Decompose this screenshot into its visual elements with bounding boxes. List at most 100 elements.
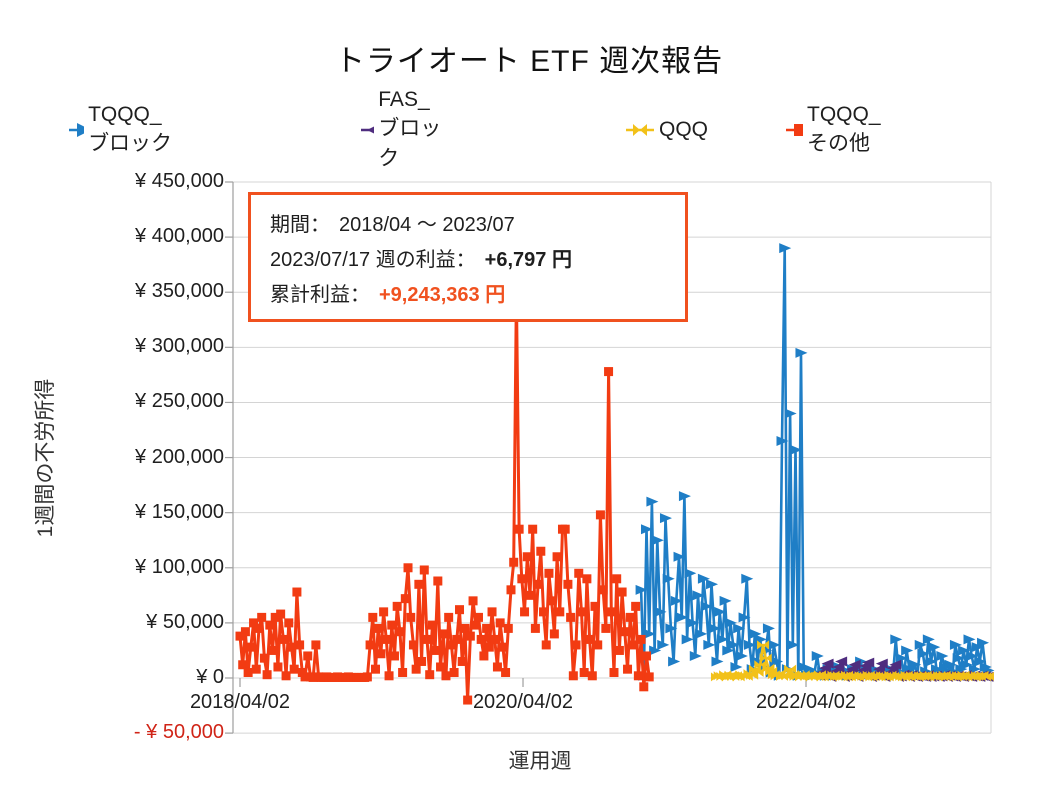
data-point xyxy=(392,601,402,611)
data-point xyxy=(541,640,551,650)
data-point xyxy=(790,444,803,455)
data-point xyxy=(681,634,694,645)
data-point xyxy=(473,612,483,622)
data-point xyxy=(411,664,421,674)
data-point xyxy=(425,670,435,680)
annotation-total-label: 累計利益： xyxy=(270,284,370,306)
data-point xyxy=(522,552,532,562)
data-point xyxy=(268,645,278,655)
data-point xyxy=(687,617,700,628)
data-point xyxy=(292,587,302,597)
legend-label: TQQQ_ その他 xyxy=(807,103,881,155)
data-point xyxy=(509,557,519,567)
data-point xyxy=(695,628,708,639)
data-point xyxy=(490,634,500,644)
data-point xyxy=(254,623,264,633)
data-point xyxy=(457,656,467,666)
data-point xyxy=(958,645,971,656)
y-tick-label: ¥ 250,000 xyxy=(135,390,224,413)
data-point xyxy=(670,595,683,606)
data-point xyxy=(643,628,656,639)
data-point xyxy=(579,667,589,677)
data-point xyxy=(555,607,565,617)
data-point xyxy=(479,651,489,661)
data-point xyxy=(395,627,405,637)
data-point xyxy=(452,634,462,644)
data-point xyxy=(609,667,619,677)
data-point xyxy=(284,618,294,628)
data-point xyxy=(235,631,245,641)
data-point xyxy=(614,645,624,655)
data-point xyxy=(620,627,630,637)
legend-label: TQQQ_ ブロック xyxy=(88,103,173,155)
data-point xyxy=(270,612,280,622)
annotation-week-value: +6,797 円 xyxy=(484,249,572,271)
y-tick-label: ¥ 150,000 xyxy=(135,500,224,523)
data-point xyxy=(875,658,888,669)
data-point xyxy=(635,584,648,595)
annotation-total-line: 累計利益： +9,243,363 円 xyxy=(270,278,685,313)
data-point xyxy=(276,609,286,619)
data-point xyxy=(300,672,310,682)
data-point xyxy=(623,664,633,674)
legend-item-tqqq-sonota: TQQQ_ その他 xyxy=(785,103,893,155)
data-point xyxy=(692,590,705,601)
data-point xyxy=(536,546,546,556)
data-point xyxy=(414,579,424,589)
data-point xyxy=(966,650,979,661)
data-point xyxy=(759,653,772,663)
data-point xyxy=(730,661,743,672)
data-point xyxy=(708,623,721,634)
data-point xyxy=(528,524,538,534)
data-point xyxy=(981,671,994,681)
data-point xyxy=(379,607,389,617)
data-point xyxy=(917,648,930,659)
data-point xyxy=(873,664,886,675)
data-point xyxy=(768,639,781,650)
data-point xyxy=(482,623,492,633)
data-point xyxy=(889,659,902,670)
data-point xyxy=(741,573,754,584)
data-point xyxy=(289,664,299,674)
data-point xyxy=(662,573,675,584)
data-point xyxy=(890,634,903,645)
data-point xyxy=(530,623,540,633)
data-point xyxy=(419,565,429,575)
data-point xyxy=(784,408,797,419)
data-point xyxy=(689,650,702,661)
data-point xyxy=(601,623,611,633)
triangle-right-icon xyxy=(69,123,85,137)
data-point xyxy=(243,667,253,677)
data-point xyxy=(960,659,973,670)
data-point xyxy=(593,640,603,650)
data-point xyxy=(278,634,288,644)
data-point xyxy=(286,642,296,652)
data-point xyxy=(265,620,275,630)
annotation-period-line: 期間： 2018/04 ～ 2023/07 xyxy=(270,208,685,243)
data-point xyxy=(749,628,762,639)
data-point xyxy=(389,651,399,661)
data-point xyxy=(465,631,475,641)
data-point xyxy=(617,587,627,597)
data-point xyxy=(444,612,454,622)
data-point xyxy=(384,671,394,681)
data-point xyxy=(514,524,524,534)
y-axis-title: 1週間の不労所得 xyxy=(34,378,57,538)
data-point xyxy=(539,607,549,617)
data-point xyxy=(427,620,437,630)
data-point xyxy=(503,623,513,633)
data-point xyxy=(738,612,751,623)
x-tick-label: 2018/04/02 xyxy=(189,691,291,713)
y-tick-label: ¥ 200,000 xyxy=(135,445,224,468)
data-point xyxy=(697,573,710,584)
data-point xyxy=(657,639,670,650)
data-point xyxy=(735,650,748,661)
x-tick-label: 2022/04/02 xyxy=(755,691,857,713)
data-point xyxy=(922,634,935,645)
data-point xyxy=(495,618,505,628)
data-point xyxy=(381,634,391,644)
data-point xyxy=(446,640,456,650)
data-point xyxy=(506,585,516,595)
data-point xyxy=(311,640,321,650)
data-point xyxy=(631,601,641,611)
